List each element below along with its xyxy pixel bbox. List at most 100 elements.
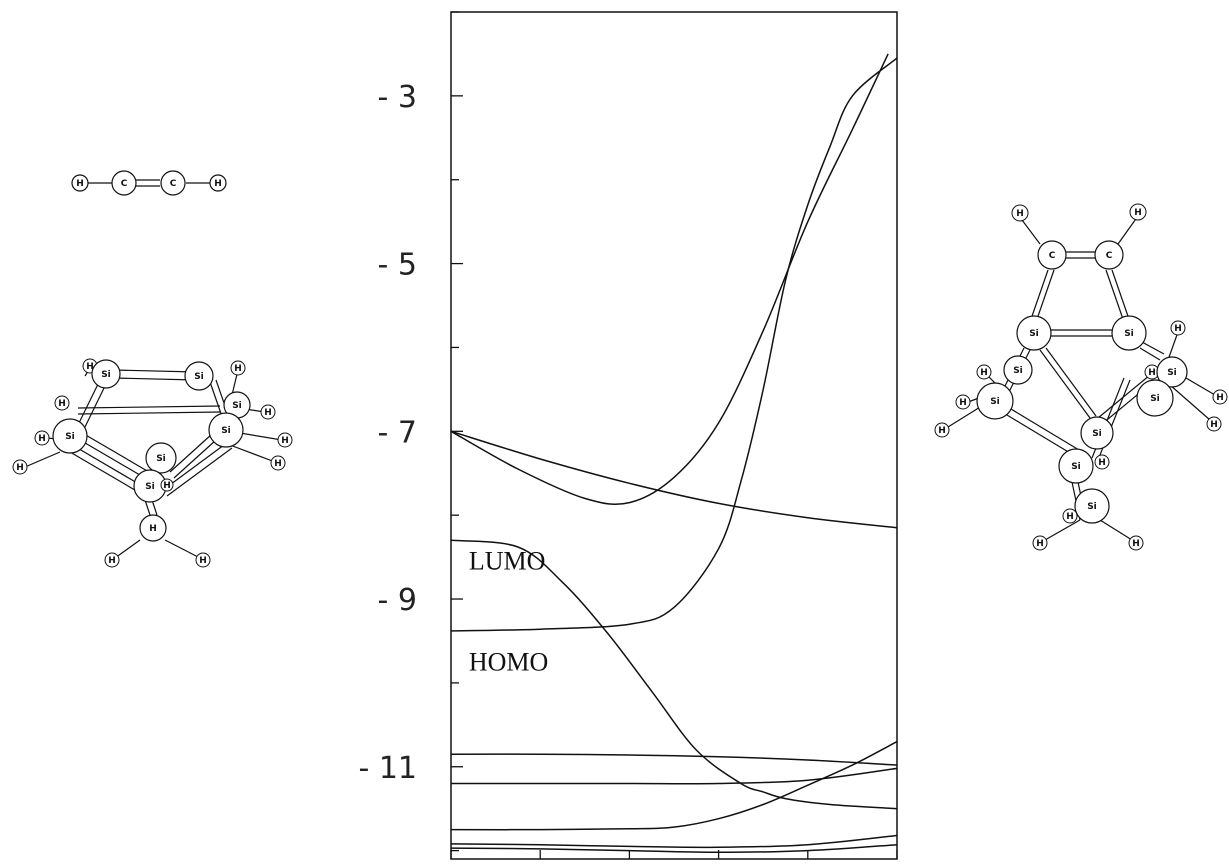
atom-h: H (1212, 389, 1228, 405)
atom-h: H (1206, 416, 1222, 432)
svg-text:H: H (281, 436, 289, 446)
svg-text:H: H (1210, 420, 1218, 430)
atom-h: H (160, 478, 174, 492)
atom-si: Si (1156, 356, 1188, 388)
plot-frame (450, 11, 898, 860)
orbital-labels: LUMO HOMO (469, 547, 548, 677)
atom-si: Si (208, 412, 244, 448)
y-tick-label: - 9 (378, 583, 417, 618)
svg-text:H: H (938, 426, 946, 436)
orbital-curve-2 (450, 539, 898, 810)
svg-text:Si: Si (194, 372, 204, 382)
svg-text:H: H (1016, 209, 1024, 219)
atom-h: H (270, 455, 286, 471)
atom-si: Si (1058, 448, 1094, 484)
atom-si: Si (1016, 315, 1052, 351)
atom-si: Si (1003, 355, 1033, 385)
svg-text:C: C (1049, 251, 1056, 261)
svg-text:H: H (1036, 539, 1044, 549)
atom-c: C (111, 170, 137, 196)
atom-h: H (12, 459, 28, 475)
y-tick-label: - 7 (378, 415, 417, 450)
svg-text:H: H (264, 408, 272, 418)
orbital-label-lumo: LUMO (469, 547, 546, 576)
atom-si: Si (145, 442, 177, 474)
orbital-curve-0 (450, 430, 898, 529)
y-axis-tick-labels: - 3 - 5 - 7 - 9 - 11 (358, 80, 417, 786)
atom-si: Si (91, 359, 121, 389)
atom-c: C (1094, 240, 1124, 270)
svg-text:H: H (108, 556, 116, 566)
atom-si: Si (1080, 416, 1114, 450)
orbital-curve-1 (450, 53, 889, 506)
atom-si: Si (1111, 315, 1147, 351)
orbital-curve-8 (450, 843, 898, 854)
svg-text:H: H (149, 524, 157, 534)
atom-h: H (54, 395, 70, 411)
atom-h: H (104, 552, 120, 568)
atom-si: Si (184, 361, 214, 391)
svg-text:H: H (1148, 368, 1156, 378)
atom-c: C (1037, 240, 1067, 270)
atom-si: Si (52, 418, 88, 454)
atom-si: Si (1074, 488, 1110, 524)
orbital-label-homo: HOMO (469, 647, 548, 676)
orbital-curve-4 (450, 753, 898, 766)
svg-text:H: H (1174, 324, 1182, 334)
svg-text:H: H (1216, 393, 1224, 403)
svg-text:Si: Si (1167, 368, 1177, 378)
orbital-curve-7 (450, 834, 898, 849)
atom-h: H (139, 514, 167, 542)
orbital-curve-6 (450, 740, 898, 831)
atom-h: H (1170, 320, 1186, 336)
atom-h: H (1094, 454, 1110, 470)
orbital-curve-3 (450, 57, 898, 632)
svg-text:Si: Si (1087, 502, 1097, 512)
atom-h: H (1129, 203, 1147, 221)
atom-si: Si (1136, 379, 1174, 417)
svg-text:Si: Si (1013, 366, 1023, 376)
svg-text:C: C (121, 179, 128, 189)
orbital-curves (450, 53, 898, 854)
svg-text:H: H (58, 399, 66, 409)
svg-text:H: H (274, 459, 282, 469)
atom-h: H (34, 430, 50, 446)
svg-text:H: H (1134, 208, 1142, 218)
svg-text:H: H (234, 364, 242, 374)
svg-text:Si: Si (221, 426, 231, 436)
svg-text:H: H (980, 368, 988, 378)
atom-h: H (934, 422, 950, 438)
svg-text:H: H (76, 179, 84, 189)
atom-si: Si (976, 382, 1014, 420)
svg-text:H: H (1066, 512, 1074, 522)
svg-text:Si: Si (990, 397, 1000, 407)
atom-h: H (955, 394, 971, 410)
atom-h: H (209, 174, 227, 192)
atom-h: H (260, 404, 276, 420)
svg-text:Si: Si (65, 432, 75, 442)
energy-level-chart: - 3 - 5 - 7 - 9 - 11 LUMO HOMO (358, 11, 898, 860)
atom-h: H (1032, 535, 1048, 551)
atom-h: H (1062, 508, 1078, 524)
y-tick-label: - 5 (378, 248, 417, 283)
atom-h: H (1128, 535, 1144, 551)
silicon-cluster-product: H H C C H Si Si H Si H Si H Si Si H H H … (934, 203, 1228, 551)
atom-h: H (277, 432, 293, 448)
svg-text:H: H (214, 179, 222, 189)
svg-text:Si: Si (1150, 394, 1160, 404)
x-axis-ticks (450, 850, 898, 859)
y-tick-label: - 11 (358, 751, 417, 786)
atom-h: H (976, 364, 992, 380)
atom-h: H (71, 174, 89, 192)
svg-text:Si: Si (156, 454, 166, 464)
svg-text:C: C (170, 179, 177, 189)
acetylene-molecule: H C C H (71, 170, 227, 196)
svg-text:H: H (86, 362, 94, 372)
svg-text:C: C (1106, 251, 1113, 261)
silicon-cluster-reactant: H Si Si H H Si H H Si Si H H H Si Si H H… (12, 358, 293, 568)
svg-text:Si: Si (101, 370, 111, 380)
svg-text:H: H (1132, 539, 1140, 549)
orbital-curve-5 (451, 767, 898, 785)
svg-text:Si: Si (1124, 329, 1134, 339)
